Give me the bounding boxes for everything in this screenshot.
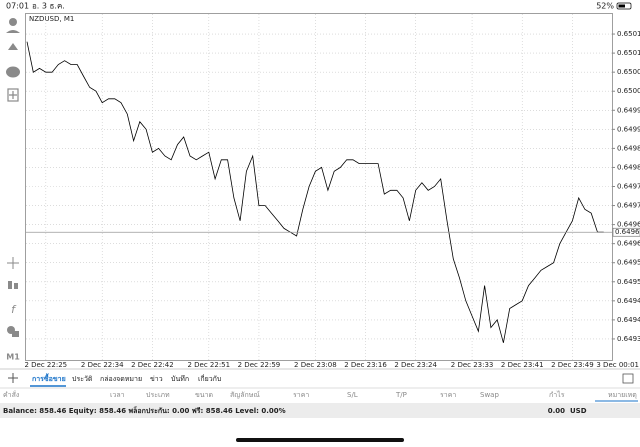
y-tick-label: 0.65015 — [617, 30, 640, 38]
chat-icon[interactable] — [6, 66, 20, 78]
battery-level — [618, 4, 625, 8]
column-header: ราคา — [293, 391, 309, 399]
column-header: ขนาด — [195, 391, 213, 399]
footer-bg — [0, 403, 640, 418]
column-header: S/L — [347, 391, 358, 399]
x-tick-label: 2 Dec 23:41 — [501, 361, 544, 369]
chart-title: NZDUSD, M1 — [29, 15, 74, 23]
battery-icon — [616, 2, 632, 10]
x-tick-label: 2 Dec 22:34 — [81, 361, 124, 369]
column-header: ราคา — [440, 391, 456, 399]
table-header: คำสั่ง เวลา ประเภท ขนาด สัญลักษณ์ ราคา S/L T/P ร… — [3, 390, 638, 402]
column-header: T/P — [395, 391, 407, 399]
status-date: อ. 3 ธ.ค. — [32, 2, 65, 11]
chart-type-icon-b — [14, 283, 18, 289]
status-time: 07:01 — [6, 2, 29, 11]
x-tick-label: 2 Dec 23:33 — [451, 361, 494, 369]
column-header: ประเภท — [146, 391, 170, 399]
timeframe[interactable]: M1 — [6, 353, 20, 362]
currency: USD — [570, 407, 587, 415]
profit: 0.00 — [548, 407, 565, 415]
account-icon[interactable] — [9, 18, 17, 26]
y-tick-label: 0.64995 — [617, 106, 640, 114]
chart-type-icon[interactable] — [8, 281, 12, 289]
tab[interactable]: ข่าว — [150, 375, 163, 383]
home-indicator — [236, 438, 404, 442]
crosshair-icon[interactable] — [7, 257, 19, 269]
current-price-label: 0.64963 — [615, 228, 640, 236]
y-tick-label: 0.64955 — [617, 259, 640, 267]
y-tick-label: 0.64985 — [617, 144, 640, 152]
y-tick-label: 0.64935 — [617, 335, 640, 343]
plus — [9, 91, 17, 99]
indicator-icon[interactable]: f — [11, 303, 17, 316]
y-tick-label: 0.64945 — [617, 297, 640, 305]
x-tick-label: 2 Dec 23:16 — [344, 361, 387, 369]
tab[interactable]: การซื้อขาย — [32, 372, 66, 383]
column-header: คำสั่ง — [3, 390, 19, 399]
account-icon-body — [6, 30, 20, 33]
y-tick-label: 0.64975 — [617, 183, 640, 191]
column-header: เวลา — [110, 391, 125, 399]
tab[interactable]: ประวัติ — [72, 375, 93, 383]
y-tick-label: 0.65005 — [617, 68, 640, 76]
column-header: กำไร — [549, 390, 565, 399]
column-header: หมายเหตุ — [608, 391, 637, 399]
price-line — [26, 41, 604, 343]
x-tick-label: 2 Dec 22:59 — [238, 361, 281, 369]
tabs: การซื้อขาย ประวัติ กล่องจดหมาย ข่าว บันทึก เก… — [30, 372, 221, 387]
tab[interactable]: กล่องจดหมาย — [100, 375, 142, 383]
tab[interactable]: บันทึก — [171, 374, 189, 383]
trade-icon[interactable] — [8, 43, 18, 50]
y-tick-label: 0.64965 — [617, 221, 640, 229]
x-tick-label: 2 Dec 22:51 — [187, 361, 230, 369]
x-tick-label: 2 Dec 23:49 — [551, 361, 594, 369]
account-summary: Balance: 858.46 Equity: 858.46 พล็อกประก… — [3, 406, 286, 415]
toolbar: f M1 — [6, 18, 20, 362]
x-tick-label: 2 Dec 23:24 — [394, 361, 437, 369]
current-price-box — [612, 227, 640, 237]
column-header: สัญลักษณ์ — [230, 391, 260, 399]
tab[interactable]: เกี่ยวกับ — [198, 374, 221, 383]
chart-frame — [25, 13, 613, 361]
x-tick-label: 2 Dec 22:25 — [24, 361, 67, 369]
x-tick-label: 2 Dec 23:08 — [294, 361, 337, 369]
status-battery: 52% — [596, 2, 614, 11]
x-tick-label: 3 Dec 00:01 — [596, 361, 639, 369]
x-tick-label: 2 Dec 22:42 — [131, 361, 174, 369]
add-button[interactable] — [8, 373, 18, 383]
objects-icon-b — [12, 331, 19, 337]
new-order-icon[interactable] — [7, 88, 19, 102]
panel-toggle[interactable] — [622, 373, 634, 384]
column-header: Swap — [480, 391, 499, 399]
